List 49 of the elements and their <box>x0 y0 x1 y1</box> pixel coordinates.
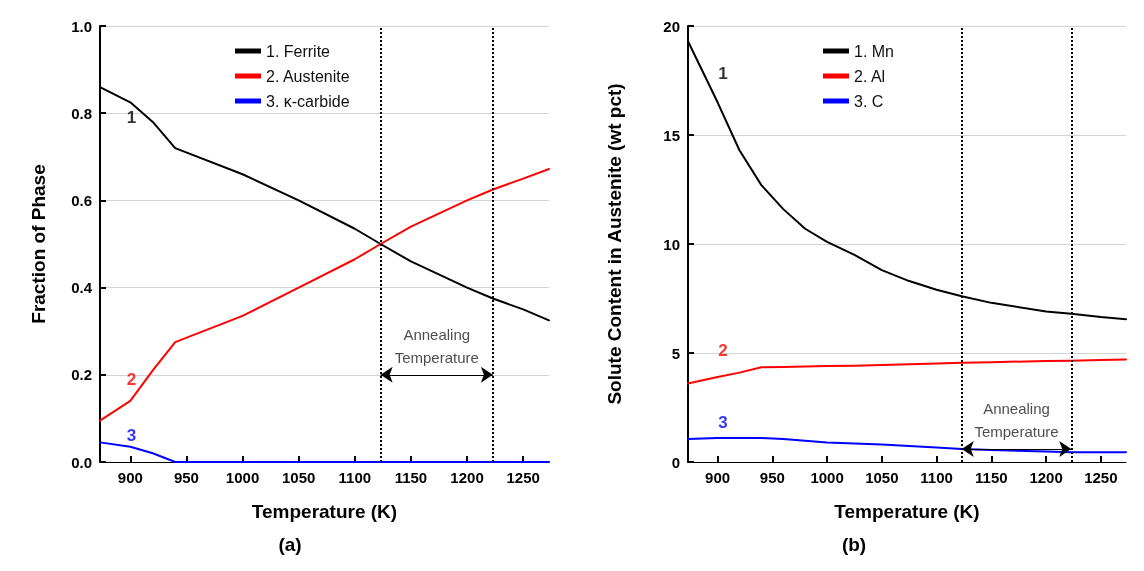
x-tick-label: 1250 <box>1084 469 1118 486</box>
annotation: 3 <box>126 426 137 446</box>
annotation: 1 <box>718 64 728 84</box>
x-tick-label: 1050 <box>865 469 899 486</box>
x-tick-label: 1150 <box>394 469 428 486</box>
line-series <box>687 358 1127 385</box>
annotation: Annealing Temperature <box>394 325 479 366</box>
text: (a) <box>278 534 302 555</box>
y-tick-label: 20 <box>663 17 680 35</box>
legend-label: 2. Al <box>854 67 886 85</box>
legend-label: 3. C <box>854 92 884 110</box>
y-tick-label: 5 <box>671 344 680 362</box>
x-tick-label: 1150 <box>975 469 1008 486</box>
y-tick-label: 0.8 <box>71 104 92 122</box>
x-tick-label: 1000 <box>225 469 260 486</box>
y-axis-title: Fraction of Phase <box>27 164 49 324</box>
x-tick-label: 950 <box>759 469 785 486</box>
y-tick-label: 0.6 <box>71 191 92 209</box>
legend-label: 3. κ-carbide <box>266 92 350 110</box>
x-axis-title: Temperature (K) <box>834 501 980 522</box>
y-tick-label: 15 <box>663 126 680 144</box>
legend-label: 1. Ferrite <box>266 42 331 60</box>
x-tick-label: 1200 <box>1029 469 1063 486</box>
x-tick-label: 1100 <box>338 469 372 486</box>
annotation: 2 <box>718 341 728 361</box>
x-tick-label: 1200 <box>450 469 484 486</box>
y-tick-label: 0 <box>671 453 680 471</box>
y-axis-title: Solute Content in Austenite (wt pct) <box>603 83 625 405</box>
y-tick-label: 1.0 <box>71 17 92 35</box>
y-tick-label: 0.0 <box>71 453 92 471</box>
annotation: 2 <box>126 369 137 389</box>
annotation: 1 <box>126 108 137 128</box>
y-tick-label: 10 <box>663 235 680 253</box>
legend-label: 1. Mn <box>854 42 895 60</box>
x-tick-label: 950 <box>173 469 199 486</box>
x-tick-label: 1100 <box>920 469 953 486</box>
text: (b) <box>841 534 867 555</box>
x-tick-label: 900 <box>705 469 731 486</box>
x-tick-label: 900 <box>117 469 143 486</box>
annotation: Annealing Temperature <box>974 399 1059 440</box>
annotation: 3 <box>718 413 728 433</box>
x-axis-title: Temperature (K) <box>251 501 398 522</box>
line-series <box>99 168 550 422</box>
legend-label: 2. Austenite <box>266 67 350 85</box>
x-tick-label: 1000 <box>810 469 844 486</box>
y-tick-label: 0.2 <box>71 366 92 384</box>
x-tick-label: 1250 <box>506 469 540 486</box>
y-tick-label: 0.4 <box>71 279 93 297</box>
x-tick-label: 1050 <box>281 469 316 486</box>
